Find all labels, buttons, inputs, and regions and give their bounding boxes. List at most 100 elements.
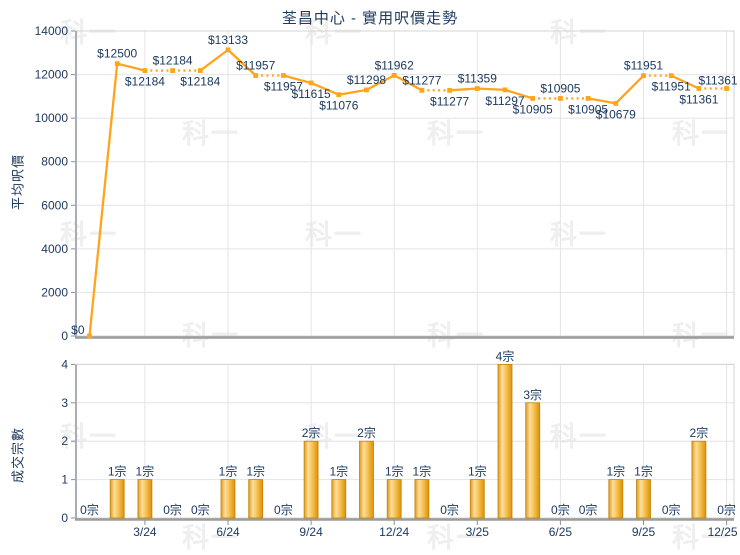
txn-bar-label: 0宗 — [717, 502, 736, 517]
txn-bar-label: 1宗 — [385, 464, 404, 479]
txn-bar — [414, 479, 430, 519]
y-tick-label: 1 — [61, 473, 68, 487]
x-tick-label: 3/24 — [133, 525, 157, 539]
price-line-segment — [614, 74, 645, 105]
txn-bar-label: 1宗 — [329, 464, 348, 479]
txn-bar-label: 1宗 — [246, 464, 265, 479]
txn-bar-label: 1宗 — [413, 464, 432, 479]
txn-bar — [469, 479, 485, 519]
txn-bar-label: 2宗 — [690, 425, 709, 440]
price-point-marker — [391, 72, 397, 78]
price-point-label: $12184 — [153, 54, 193, 68]
price-point-label: $0 — [71, 323, 85, 337]
txn-bar — [303, 440, 319, 519]
y-tick-label: 4 — [61, 357, 68, 371]
price-point-label: $11076 — [319, 99, 358, 113]
y-tick-label: 3 — [61, 396, 68, 410]
y-tick-label: 2 — [61, 434, 68, 448]
price-point-label: $10905 — [568, 102, 608, 116]
price-point-marker — [724, 86, 729, 91]
x-tick-label: 6/24 — [216, 525, 240, 539]
price-point-label: $11298 — [347, 73, 386, 87]
price-point-label: $11957 — [236, 59, 275, 73]
txn-bar-label: 1宗 — [606, 464, 625, 479]
price-point-label: $11951 — [652, 80, 691, 94]
txn-bar-label: 0宗 — [440, 502, 459, 517]
txn-bar-label: 0宗 — [579, 502, 598, 517]
y-tick-label: 10000 — [35, 111, 69, 125]
price-point-label: $10905 — [513, 102, 553, 116]
price-point-marker — [502, 87, 508, 93]
txn-bar-label: 3宗 — [523, 387, 542, 402]
txn-bar-label: 0宗 — [662, 502, 681, 517]
txn-bar-label: 0宗 — [274, 502, 293, 517]
y-tick-label: 0 — [61, 329, 68, 343]
txn-bar-label: 2宗 — [357, 425, 376, 440]
txn-bar-label: 0宗 — [551, 502, 570, 517]
price-point-label: $11277 — [402, 73, 441, 87]
price-line-segment — [393, 74, 423, 92]
txn-bar — [608, 479, 624, 519]
txn-bar — [137, 479, 153, 519]
price-line-segment — [504, 88, 534, 100]
txn-bar-label: 1宗 — [136, 464, 155, 479]
price-point-marker — [696, 86, 702, 91]
y-tick-label: 0 — [61, 511, 68, 525]
price-point-label: $10679 — [596, 107, 636, 121]
price-line-segment — [227, 49, 257, 77]
price-point-marker — [668, 73, 674, 79]
txn-bar-label: 1宗 — [108, 464, 127, 479]
txn-bar-label: 0宗 — [80, 502, 99, 517]
txn-bar — [109, 479, 125, 519]
price-point-marker — [308, 80, 314, 86]
txn-bar — [386, 479, 402, 519]
count-axis-title: 成交宗數 — [10, 426, 26, 484]
price-point-label: $11951 — [624, 59, 663, 73]
price-line-segment — [670, 74, 700, 90]
x-tick-label: 3/25 — [466, 525, 490, 539]
txn-bar-label: 1宗 — [634, 464, 653, 479]
price-point-label: $11615 — [292, 87, 331, 101]
price-line-segment — [310, 81, 340, 96]
y-tick-label: 12000 — [35, 68, 69, 82]
x-tick-label: 9/25 — [632, 525, 656, 539]
txn-bar — [359, 440, 374, 519]
txn-bar — [497, 363, 513, 519]
txn-bar-label: 2宗 — [302, 425, 321, 440]
txn-bar — [636, 479, 651, 519]
txn-bar — [248, 479, 264, 519]
price-point-marker — [225, 47, 231, 53]
price-point-label: $11962 — [375, 58, 414, 72]
price-point-marker — [253, 73, 259, 78]
txn-bar-label: 0宗 — [163, 502, 182, 517]
price-point-marker — [281, 73, 286, 78]
price-line-segment — [116, 62, 146, 72]
price-point-marker — [641, 73, 646, 79]
price-point-label: $11359 — [458, 72, 497, 86]
x-tick-label: 12/25 — [708, 525, 738, 539]
price-point-label: $12500 — [97, 47, 137, 61]
price-point-marker — [170, 68, 175, 73]
txn-bar-label: 1宗 — [219, 464, 238, 479]
price-line-segment — [338, 88, 367, 96]
y-tick-label: 8000 — [41, 155, 68, 169]
price-line-segment — [587, 97, 617, 105]
txn-bar — [691, 440, 707, 519]
price-point-label: $12184 — [125, 75, 165, 89]
txn-bar-label: 1宗 — [468, 464, 487, 479]
price-point-label: $11361 — [698, 73, 737, 87]
txn-bar — [331, 479, 347, 519]
price-line-segment — [88, 63, 119, 337]
x-tick-label: 12/24 — [379, 525, 409, 539]
price-point-marker — [474, 86, 480, 91]
price-point-marker — [613, 100, 619, 106]
txn-bar-label: 4宗 — [496, 348, 515, 363]
txn-bar-label: 0宗 — [191, 502, 210, 517]
price-point-marker — [87, 333, 92, 339]
x-tick-label: 9/24 — [299, 525, 323, 539]
price-point-marker — [197, 68, 203, 73]
price-line-segment — [477, 87, 506, 92]
price-point-label: $11297 — [485, 94, 524, 108]
